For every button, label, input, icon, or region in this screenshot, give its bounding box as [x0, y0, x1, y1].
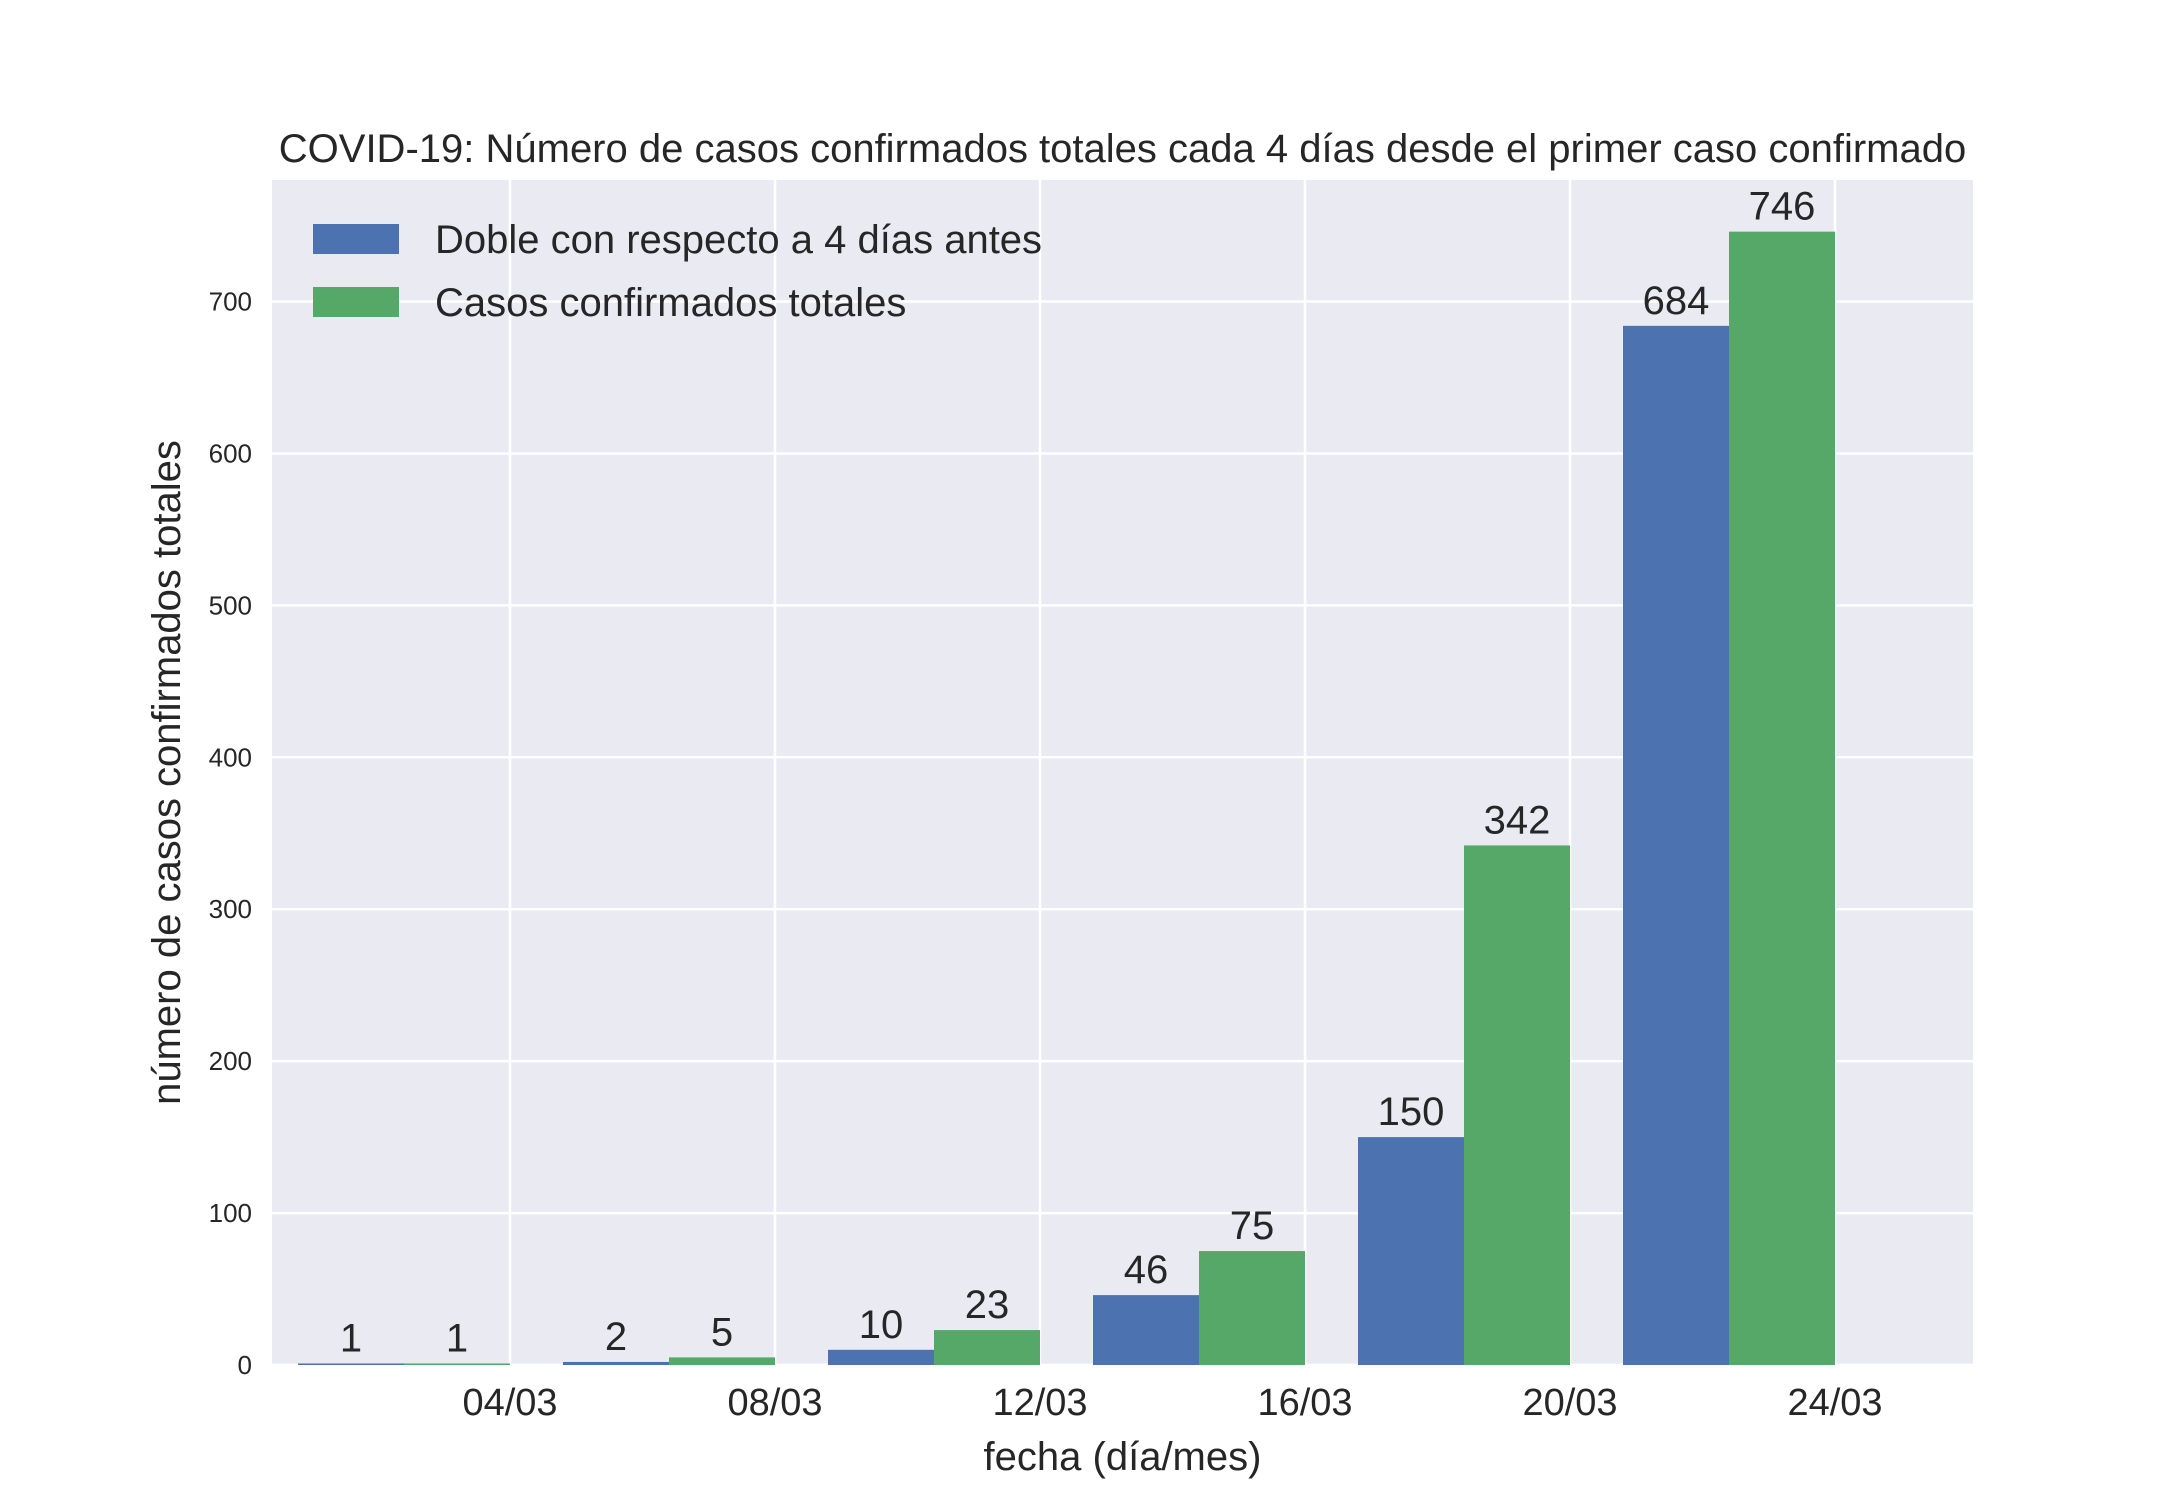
y-tick-label: 0	[238, 1350, 252, 1380]
y-tick-label: 700	[209, 287, 252, 317]
bar-labels: 1 2 10 46 150 684 1 5 23 75 342 746	[340, 185, 1816, 1361]
legend-label-casos: Casos confirmados totales	[435, 281, 906, 325]
bar-value-label: 75	[1230, 1204, 1275, 1248]
bar	[828, 1349, 934, 1365]
y-tick-label: 100	[209, 1198, 252, 1228]
x-tick-label: 04/03	[462, 1382, 557, 1424]
bar	[404, 1363, 510, 1365]
y-axis-ticks: 0 100 200 300 400 500 600 700	[209, 287, 252, 1380]
y-tick-label: 500	[209, 590, 252, 620]
bar	[934, 1330, 1040, 1365]
bar	[1729, 231, 1835, 1366]
x-axis-ticks: 04/03 08/03 12/03 16/03 20/03 24/03	[462, 1382, 1882, 1424]
y-tick-label: 200	[209, 1046, 252, 1076]
bar	[1358, 1137, 1464, 1365]
bar-value-label: 1	[446, 1316, 468, 1360]
bar-value-label: 46	[1124, 1248, 1169, 1292]
x-tick-label: 08/03	[727, 1382, 822, 1424]
bars	[298, 231, 1835, 1366]
bar	[669, 1357, 775, 1365]
bar	[1464, 845, 1570, 1365]
bar	[563, 1361, 669, 1365]
legend: Doble con respecto a 4 días antes Casos …	[313, 218, 1042, 325]
bar-value-label: 342	[1484, 798, 1551, 842]
x-tick-label: 20/03	[1522, 1382, 1617, 1424]
legend-swatch-doble	[313, 224, 399, 254]
x-axis-label: fecha (día/mes)	[984, 1435, 1262, 1479]
bar	[298, 1363, 404, 1365]
bar-value-label: 150	[1378, 1090, 1445, 1134]
bar-value-label: 1	[340, 1316, 362, 1360]
bar-value-label: 23	[965, 1283, 1010, 1327]
legend-swatch-casos	[313, 287, 399, 317]
x-tick-label: 24/03	[1787, 1382, 1882, 1424]
legend-label-doble: Doble con respecto a 4 días antes	[435, 218, 1042, 262]
y-tick-label: 400	[209, 742, 252, 772]
grid	[272, 180, 1973, 1367]
bar-value-label: 746	[1749, 185, 1816, 229]
y-tick-label: 600	[209, 438, 252, 468]
chart-title: COVID-19: Número de casos confirmados to…	[279, 127, 1966, 171]
bar	[1623, 325, 1729, 1365]
bar	[1199, 1251, 1305, 1365]
bar	[1093, 1295, 1199, 1365]
bar-value-label: 10	[859, 1303, 904, 1347]
y-axis-label: número de casos confirmados totales	[145, 440, 189, 1105]
bar-value-label: 2	[605, 1315, 627, 1359]
y-tick-label: 300	[209, 894, 252, 924]
x-tick-label: 16/03	[1257, 1382, 1352, 1424]
bar-value-label: 5	[711, 1310, 733, 1354]
bar-value-label: 684	[1643, 279, 1710, 323]
x-tick-label: 12/03	[992, 1382, 1087, 1424]
